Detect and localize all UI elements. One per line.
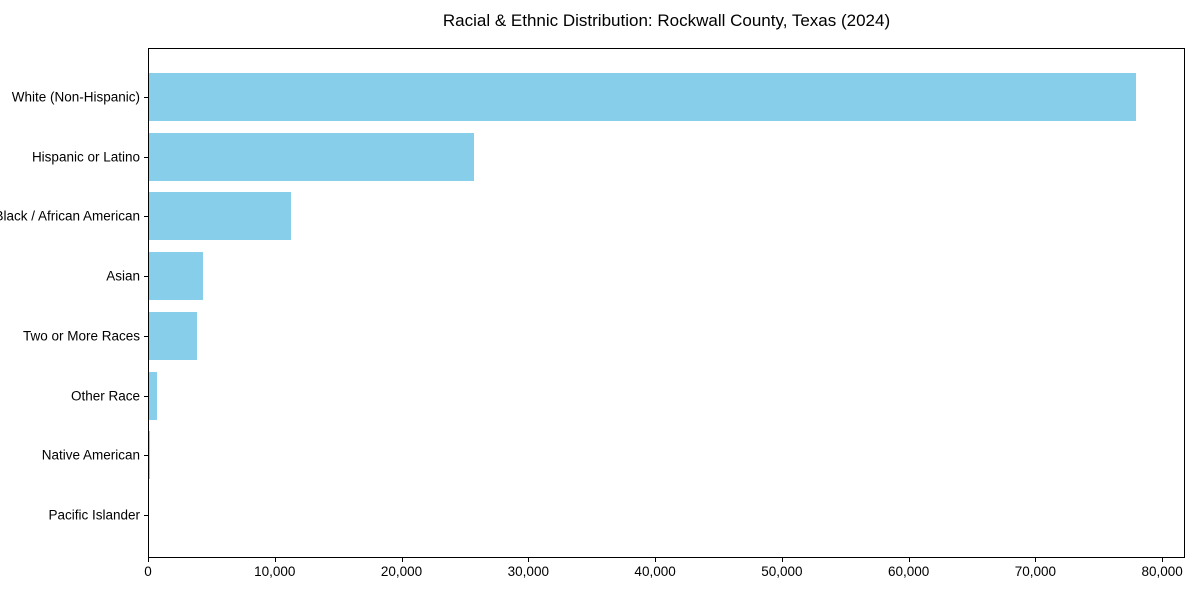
x-tick-label-30000: 30,000: [507, 564, 549, 579]
y-tick-mark-black-african-american: [144, 216, 148, 218]
y-tick-mark-hispanic-or-latino: [144, 156, 148, 158]
x-tick-mark-0: [148, 558, 149, 562]
bar-other-race: [149, 371, 157, 420]
plot-area: [148, 48, 1185, 558]
x-tick-label-80000: 80,000: [1141, 564, 1183, 579]
y-tick-mark-two-or-more-races: [144, 335, 148, 337]
x-tick-label-40000: 40,000: [634, 564, 676, 579]
y-tick-mark-native-american: [144, 455, 148, 457]
y-tick-label-white-non-hispanic: White (Non-Hispanic): [11, 89, 140, 105]
y-tick-mark-asian: [144, 276, 148, 278]
chart-title: Racial & Ethnic Distribution: Rockwall C…: [442, 11, 891, 30]
x-tick-mark-30000: [528, 558, 530, 562]
x-tick-label-70000: 70,000: [1014, 564, 1057, 579]
x-tick-mark-60000: [908, 558, 910, 562]
bar-white-non-hispanic: [149, 73, 1136, 121]
bar-asian: [149, 252, 203, 301]
y-tick-label-other-race: Other Race: [70, 388, 140, 403]
x-tick-mark-80000: [1162, 558, 1164, 562]
y-tick-label-black-african-american: Black / African American: [0, 208, 140, 224]
y-tick-mark-white-non-hispanic: [144, 97, 148, 98]
y-tick-label-hispanic-or-latino: Hispanic or Latino: [31, 149, 140, 165]
x-tick-mark-50000: [781, 558, 783, 562]
bar-two-or-more-races: [149, 311, 198, 360]
bar-hispanic-or-latino: [149, 132, 474, 181]
x-tick-mark-70000: [1035, 558, 1037, 562]
y-tick-label-native-american: Native American: [41, 447, 140, 463]
y-tick-label-pacific-islander: Pacific Islander: [48, 507, 140, 523]
x-tick-label-50000: 50,000: [761, 564, 803, 579]
x-tick-mark-10000: [274, 558, 276, 562]
x-tick-label-60000: 60,000: [887, 564, 930, 579]
x-tick-label-10000: 10,000: [254, 564, 296, 579]
y-tick-label-asian: Asian: [106, 268, 140, 284]
bar-native-american: [149, 431, 150, 480]
x-tick-mark-40000: [655, 558, 657, 562]
x-tick-mark-20000: [401, 558, 403, 562]
x-tick-label-20000: 20,000: [380, 564, 423, 579]
bar-black-african-american: [149, 192, 292, 241]
y-tick-label-two-or-more-races: Two or More Races: [22, 328, 140, 344]
y-tick-mark-other-race: [144, 395, 148, 397]
y-tick-mark-pacific-islander: [144, 514, 148, 516]
x-tick-label-0: 0: [144, 564, 152, 579]
